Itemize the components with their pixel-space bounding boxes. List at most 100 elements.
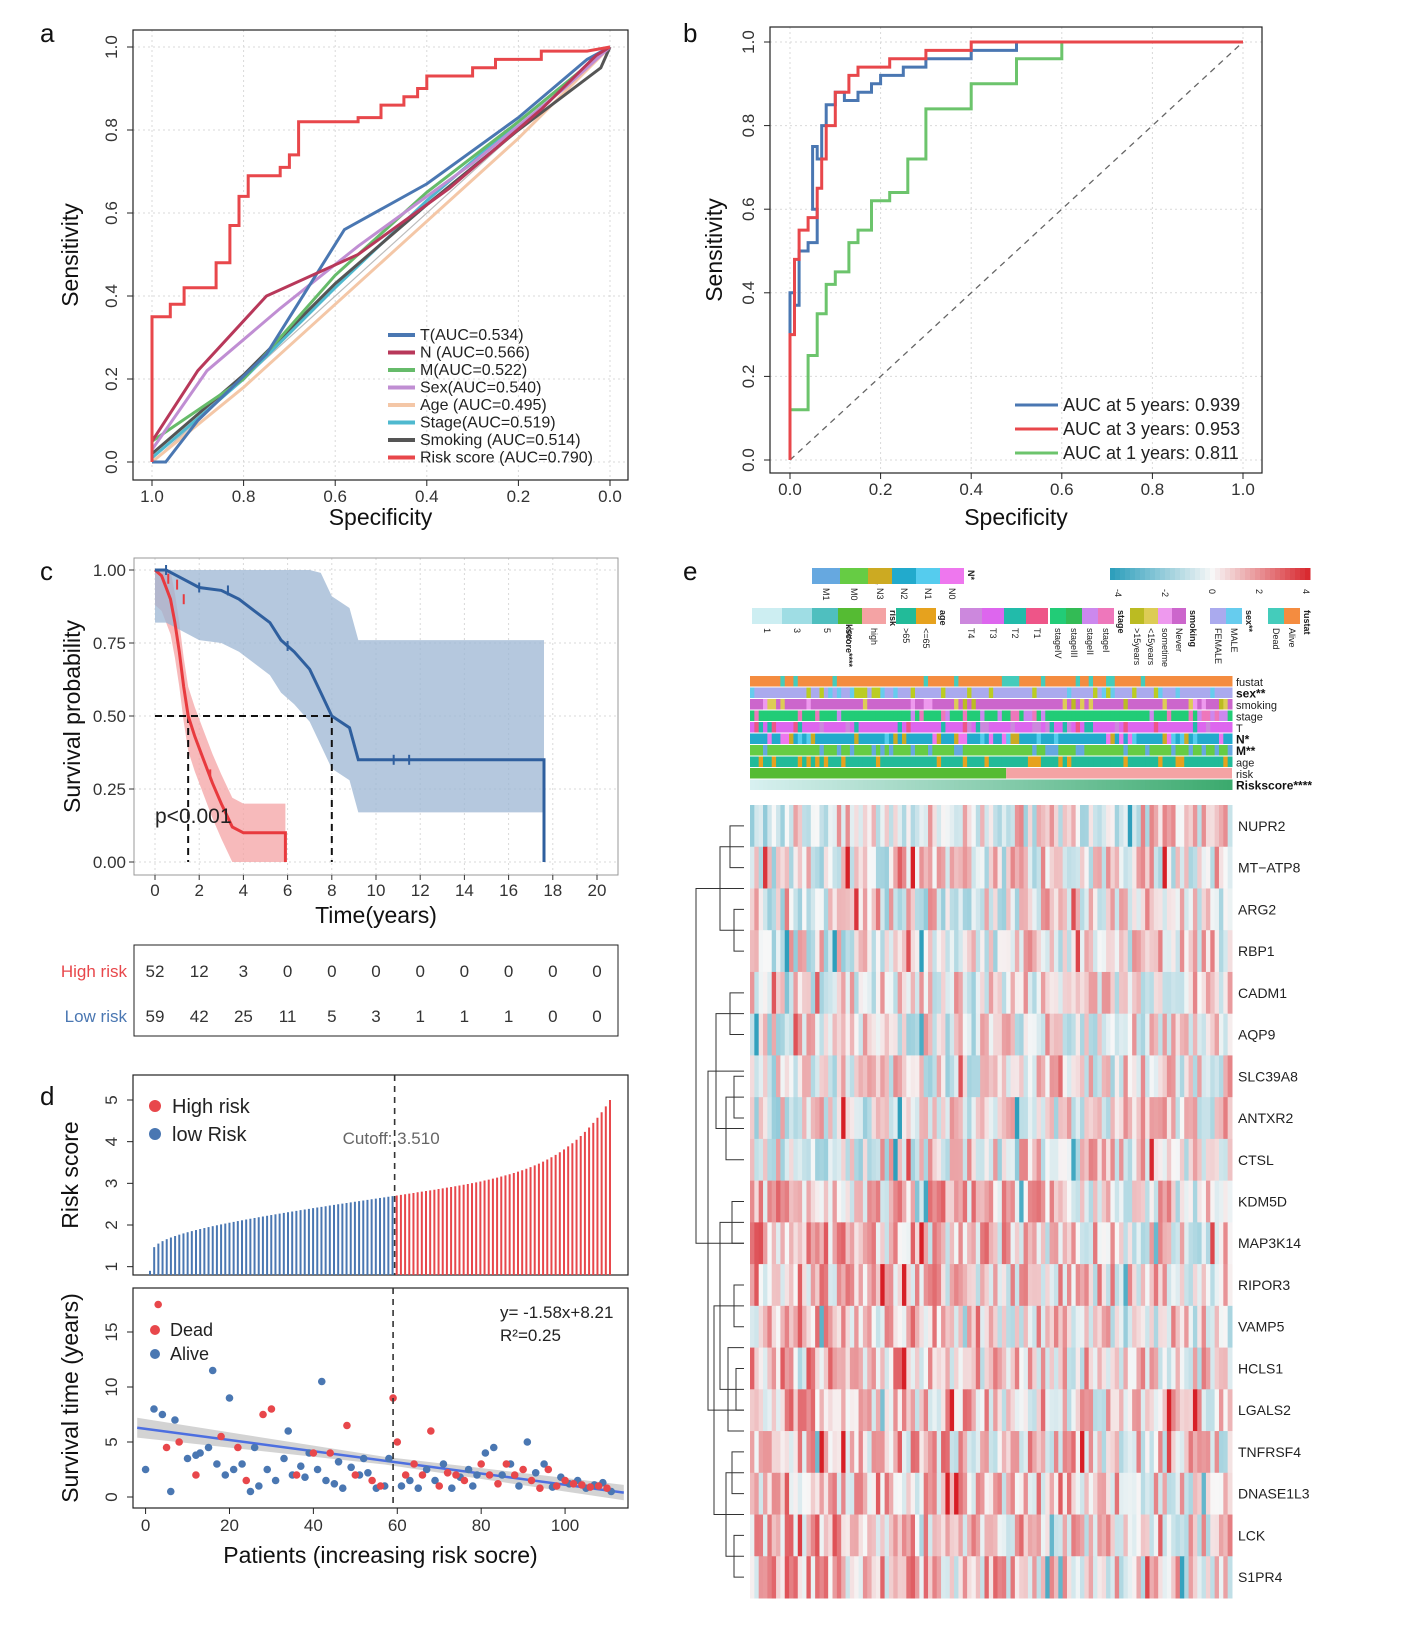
annotation-cell [836, 745, 842, 756]
annotation-cell [1171, 722, 1177, 733]
heatmap-cell [1171, 1055, 1177, 1098]
heatmap-cell [936, 1222, 942, 1265]
heatmap-cell [1040, 1097, 1046, 1140]
heatmap-cell [1040, 1514, 1046, 1557]
annotation-cell [1023, 687, 1029, 698]
heatmap-cell [1010, 805, 1016, 848]
heatmap-cell [836, 805, 842, 848]
heatmap-cell [1032, 1138, 1038, 1182]
heatmap-cell [967, 1347, 972, 1390]
annotation-cell [1019, 676, 1025, 687]
heatmap-cell [758, 1514, 764, 1557]
heatmap-cell [1088, 971, 1094, 1015]
annotation-cell [936, 745, 942, 756]
heatmap-cell [1032, 846, 1038, 889]
heatmap-cell [1158, 1180, 1164, 1223]
annotation-cell [971, 676, 977, 687]
colorbar-tick: -4 [1113, 589, 1123, 597]
heatmap-cell [958, 1264, 964, 1307]
heatmap-cell [1006, 888, 1012, 931]
heatmap-cell [906, 1556, 912, 1599]
heatmap-cell [1001, 888, 1007, 931]
annotation-legend-level: low [845, 628, 855, 642]
heatmap-cell [871, 1013, 877, 1056]
heatmap-cell [906, 1431, 912, 1474]
annotation-cell [958, 756, 964, 767]
annotation-cell [1175, 710, 1181, 721]
annotation-cell [1192, 756, 1198, 767]
heatmap-cell [1175, 1431, 1181, 1474]
heatmap-cell [941, 1347, 946, 1390]
heatmap-cell [858, 1264, 864, 1307]
heatmap-cell [962, 1514, 968, 1557]
annotation-cell [763, 733, 768, 744]
annotation-cell [1062, 733, 1068, 744]
heatmap-cell [1049, 1389, 1055, 1432]
heatmap-cell [1218, 1389, 1224, 1432]
annotation-cell [954, 722, 959, 733]
heatmap-cell [875, 805, 881, 848]
heatmap-cell [984, 1305, 990, 1349]
annotation-cell [1027, 699, 1033, 710]
heatmap-cell [1192, 846, 1198, 889]
annotation-cell [1153, 699, 1159, 710]
annotation-cell [1205, 733, 1211, 744]
heatmap-cell [1214, 1347, 1220, 1390]
heatmap-cell [810, 846, 816, 889]
heatmap-cell [1127, 1431, 1133, 1474]
annotation-cell [819, 722, 825, 733]
heatmap-cell [1097, 1347, 1103, 1390]
annotation-cell [975, 699, 981, 710]
annotation-cell [1101, 722, 1107, 733]
y-axis-title: Risk score [57, 1121, 83, 1228]
annotation-cell [1053, 756, 1059, 767]
heatmap-cell [941, 1180, 946, 1223]
annotation-cell [1114, 676, 1120, 687]
heatmap-cell [884, 1347, 890, 1390]
heatmap-cell [962, 846, 968, 889]
colorbar-cell [1240, 568, 1246, 580]
annotation-cell [910, 676, 916, 687]
heatmap-cell [954, 846, 959, 889]
heatmap-cell [1032, 805, 1038, 848]
annotation-cell [1045, 733, 1051, 744]
heatmap-cell [758, 805, 764, 848]
annotation-row-label: smoking [1236, 700, 1277, 712]
annotation-cell [1088, 710, 1094, 721]
heatmap-cell [1214, 888, 1220, 931]
heatmap-cell [750, 1347, 755, 1390]
annotation-row-label: M** [1236, 744, 1256, 758]
annotation-cell [1119, 676, 1124, 687]
heatmap-cell [888, 1180, 894, 1223]
heatmap-cell [1214, 1264, 1220, 1307]
heatmap-cell [1210, 888, 1216, 931]
annotation-cell [793, 676, 799, 687]
annotation-cell [884, 710, 890, 721]
heatmap-cell [1080, 1138, 1085, 1182]
heatmap-cell [750, 1514, 755, 1557]
heatmap-cell [1132, 930, 1137, 973]
annotation-cell [984, 722, 990, 733]
heatmap-cell [1036, 1264, 1042, 1307]
heatmap-cell [915, 1264, 920, 1307]
heatmap-cell [802, 846, 807, 889]
heatmap-cell [836, 1431, 842, 1474]
annotation-cell [962, 699, 968, 710]
annotation-cell [806, 687, 812, 698]
dead-point [292, 1471, 301, 1479]
heatmap-cell [1136, 1347, 1142, 1390]
annotation-cell [849, 733, 855, 744]
heatmap-cell [888, 1305, 894, 1349]
x-tick-label: 12 [411, 881, 430, 900]
km-curve-low [155, 568, 546, 862]
heatmap-cell [906, 846, 912, 889]
annotation-cell [1136, 687, 1142, 698]
heatmap-cell [910, 1556, 916, 1599]
heatmap-cell [1101, 1264, 1107, 1307]
annotation-cell [893, 676, 899, 687]
heatmap-cell [1106, 1514, 1111, 1557]
legend-label: Sex(AUC=0.540) [420, 380, 541, 397]
annotation-cell [928, 756, 933, 767]
heatmap-cell [1149, 930, 1155, 973]
heatmap-cell [1162, 805, 1168, 848]
